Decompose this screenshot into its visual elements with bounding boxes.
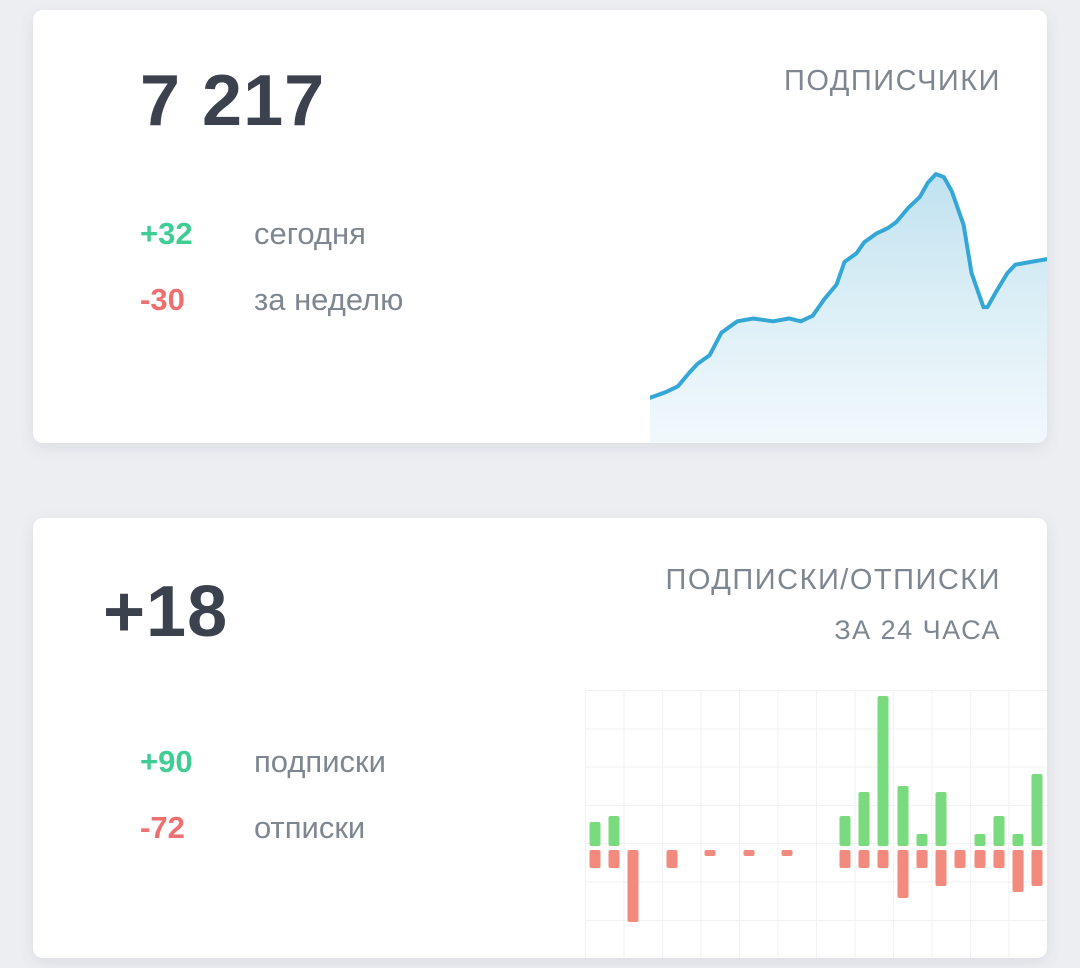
bar-unsubscriptions — [704, 850, 716, 856]
bar-subscriptions — [877, 696, 889, 846]
bar-subscriptions — [608, 816, 620, 846]
bar-unsubscriptions — [916, 850, 928, 868]
bar-unsubscriptions — [839, 850, 851, 868]
net-change-value: +18 — [103, 572, 229, 652]
subs-unsubs-card: ПОДПИСКИ/ОТПИСКИ ЗА 24 ЧАСА +18 +90 подп… — [33, 518, 1047, 958]
bar-unsubscriptions — [897, 850, 909, 898]
unsubscriptions-value: -72 — [140, 810, 185, 845]
bar-subscriptions — [1012, 834, 1024, 846]
bar-unsubscriptions — [1031, 850, 1043, 886]
bar-subscriptions — [858, 792, 870, 846]
stat-row-unsubscriptions: -72 отписки — [140, 810, 386, 846]
subscribers-card-title: ПОДПИСЧИКИ — [784, 65, 1001, 97]
subscribers-card: ПОДПИСЧИКИ 7 217 +32 сегодня -30 за неде… — [33, 10, 1047, 443]
bar-unsubscriptions — [993, 850, 1005, 868]
subscribers-trend-chart — [650, 160, 1047, 443]
subscriptions-label: подписки — [254, 744, 386, 779]
bar-subscriptions — [839, 816, 851, 846]
bar-unsubscriptions — [608, 850, 620, 868]
stat-row-subscriptions: +90 подписки — [140, 744, 386, 780]
subscribers-line — [650, 174, 1047, 398]
stat-row-week: -30 за неделю — [140, 282, 403, 318]
bar-unsubscriptions — [627, 850, 639, 922]
bars-container — [585, 690, 1047, 958]
bar-subscriptions — [1031, 774, 1043, 846]
subscribers-stats: +32 сегодня -30 за неделю — [140, 216, 403, 318]
chart-grid — [585, 690, 1047, 958]
subs-unsubs-card-title: ПОДПИСКИ/ОТПИСКИ — [665, 564, 1001, 596]
subscribers-sparkline — [650, 160, 1047, 443]
subscribers-total: 7 217 — [140, 61, 326, 141]
bar-unsubscriptions — [954, 850, 966, 868]
subs-unsubs-stats: +90 подписки -72 отписки — [140, 744, 386, 846]
unsubscriptions-label: отписки — [254, 810, 366, 845]
subscribers-today-value: +32 — [140, 216, 193, 251]
subs-unsubs-chart — [585, 690, 1047, 958]
bar-subscriptions — [993, 816, 1005, 846]
subscriptions-value: +90 — [140, 744, 193, 779]
bar-unsubscriptions — [781, 850, 793, 856]
bar-unsubscriptions — [666, 850, 678, 868]
stat-row-today: +32 сегодня — [140, 216, 403, 252]
bar-subscriptions — [916, 834, 928, 846]
bar-unsubscriptions — [1012, 850, 1024, 892]
bar-subscriptions — [897, 786, 909, 846]
bar-unsubscriptions — [743, 850, 755, 856]
bar-subscriptions — [935, 792, 947, 846]
bar-subscriptions — [974, 834, 986, 846]
subs-unsubs-card-subtitle: ЗА 24 ЧАСА — [834, 615, 1001, 645]
subscribers-week-label: за неделю — [254, 282, 404, 317]
subscribers-today-label: сегодня — [254, 216, 366, 251]
bar-unsubscriptions — [589, 850, 601, 868]
subscribers-area-fill — [650, 174, 1047, 443]
bar-unsubscriptions — [974, 850, 986, 868]
bar-unsubscriptions — [858, 850, 870, 868]
bar-unsubscriptions — [877, 850, 889, 868]
subscribers-week-value: -30 — [140, 282, 185, 317]
bar-subscriptions — [589, 822, 601, 846]
bar-unsubscriptions — [935, 850, 947, 886]
